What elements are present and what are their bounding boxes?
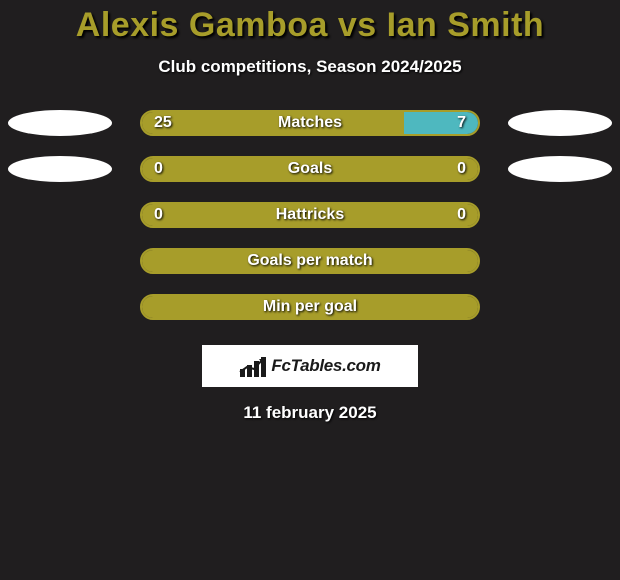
bar-segment-full [142,204,478,226]
stat-bar: Goals per match [140,248,480,274]
stat-bar: 00Hattricks [140,202,480,228]
stat-value-right: 0 [457,204,466,226]
date: 11 february 2025 [243,403,376,423]
player-marker-right [508,110,612,136]
title-player-left: Alexis Gamboa [76,6,328,44]
player-marker-left [8,156,112,182]
stat-value-right: 7 [457,112,466,134]
logo-chart-icon [239,355,265,377]
stat-bar: 257Matches [140,110,480,136]
stat-bar: Min per goal [140,294,480,320]
stat-value-right: 0 [457,158,466,180]
bar-segment-full [142,296,478,318]
stat-row: Goals per match [0,247,620,275]
player-marker-left [8,110,112,136]
bar-segment-full [142,158,478,180]
title-player-right: Ian Smith [387,6,545,44]
player-marker-right [508,156,612,182]
stat-row: Min per goal [0,293,620,321]
stat-rows: 257Matches00Goals00HattricksGoals per ma… [0,109,620,339]
title: Alexis Gamboa vs Ian Smith [76,6,544,45]
bar-segment-full [142,250,478,272]
stat-value-left: 0 [154,158,163,180]
logo-box: FcTables.com [202,345,418,387]
logo-text: FcTables.com [271,356,380,376]
stat-row: 00Goals [0,155,620,183]
stat-bar: 00Goals [140,156,480,182]
bar-segment-right [404,112,478,134]
stat-row: 257Matches [0,109,620,137]
stat-value-left: 25 [154,112,172,134]
bar-segment-left [142,112,404,134]
title-vs: vs [338,6,377,44]
comparison-infographic: Alexis Gamboa vs Ian Smith Club competit… [0,0,620,423]
subtitle: Club competitions, Season 2024/2025 [158,57,461,77]
stat-value-left: 0 [154,204,163,226]
stat-row: 00Hattricks [0,201,620,229]
